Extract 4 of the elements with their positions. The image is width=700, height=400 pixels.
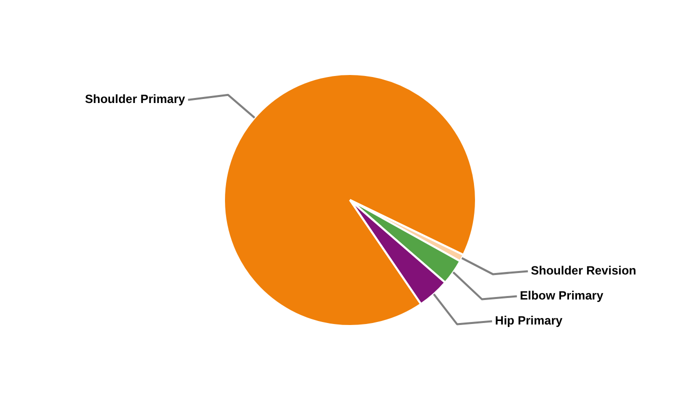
slice-label: Shoulder Primary xyxy=(85,92,186,106)
slice-label: Elbow Primary xyxy=(520,288,604,303)
slice-label: Hip Primary xyxy=(495,314,563,328)
slice-label: Shoulder Revision xyxy=(530,264,636,278)
